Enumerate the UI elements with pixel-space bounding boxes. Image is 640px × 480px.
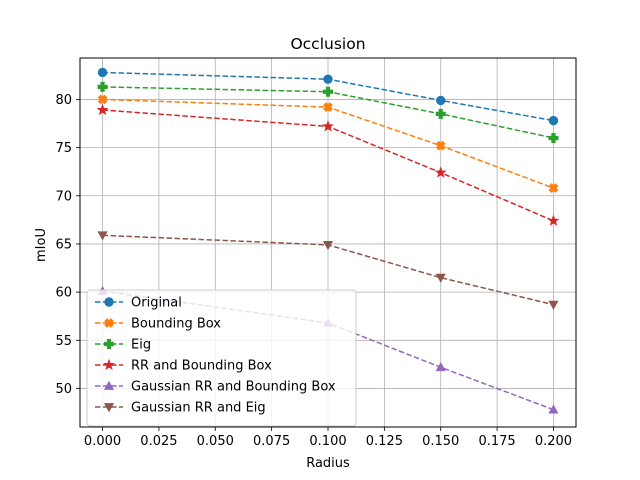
legend-marker: [104, 297, 114, 307]
data-point: [548, 183, 559, 193]
y-tick-label: 80: [55, 93, 72, 108]
series-gaussian-rr-and-eig: [97, 231, 559, 310]
series-eig: [97, 81, 559, 143]
x-tick-label: 0.175: [478, 434, 515, 449]
legend-label: Gaussian RR and Bounding Box: [131, 380, 336, 395]
y-tick-label: 60: [55, 286, 72, 301]
data-point: [547, 214, 560, 226]
y-axis-ticks: 50 55 60 65 70 75 80: [55, 93, 80, 397]
data-point: [323, 102, 333, 113]
legend-label: Original: [131, 296, 182, 311]
series-line: [102, 86, 554, 139]
x-tick-label: 0.025: [140, 434, 177, 449]
x-tick-label: 0.125: [366, 434, 403, 449]
y-tick-label: 75: [55, 141, 72, 156]
legend-label: Bounding Box: [131, 317, 221, 332]
legend-item: Eig: [95, 338, 151, 353]
series-line: [102, 71, 554, 122]
legend-item: Original: [95, 296, 182, 311]
data-point: [434, 166, 447, 178]
x-tick-label: 0.150: [422, 434, 459, 449]
legend-item: RR and Bounding Box: [95, 359, 272, 374]
x-tick-label: 0.200: [535, 434, 572, 449]
data-point: [548, 300, 559, 310]
y-tick-label: 50: [55, 382, 72, 397]
data-point: [435, 140, 446, 151]
legend-label: Eig: [131, 338, 151, 353]
data-point: [322, 241, 334, 251]
data-point: [97, 231, 108, 241]
data-point: [435, 362, 446, 372]
data-point: [435, 108, 446, 119]
data-point: [548, 132, 559, 143]
data-point: [96, 103, 109, 116]
legend-marker: [104, 318, 114, 328]
series-bounding-box: [97, 94, 559, 193]
y-tick-label: 65: [55, 237, 72, 252]
legend-label: Gaussian RR and Eig: [131, 401, 266, 416]
data-point: [322, 120, 334, 132]
x-tick-label: 0.075: [253, 434, 290, 449]
data-point: [436, 95, 446, 106]
legend-marker: [104, 339, 114, 349]
series-original: [97, 67, 559, 126]
series-line: [102, 234, 554, 306]
data-point: [97, 94, 108, 105]
y-tick-label: 70: [55, 189, 72, 204]
data-point: [548, 115, 559, 126]
legend-label: RR and Bounding Box: [131, 359, 272, 374]
x-tick-label: 0.050: [197, 434, 234, 449]
legend-marker: [103, 358, 115, 371]
legend-marker: [103, 380, 115, 390]
legend-item: Bounding Box: [95, 317, 221, 332]
x-axis-ticks: 0.000 0.025 0.050 0.075 0.100 0.125 0.150 0.175…: [84, 427, 572, 449]
y-axis-label: mIoU: [34, 228, 49, 262]
series-line: [102, 109, 554, 222]
data-point: [97, 81, 108, 92]
x-tick-label: 0.000: [84, 434, 121, 449]
legend-item: Gaussian RR and Bounding Box: [95, 380, 336, 395]
chart-title: Occlusion: [290, 35, 365, 53]
data-point: [97, 67, 108, 78]
legend-marker: [103, 403, 115, 413]
series-line: [102, 98, 554, 189]
legend: Original Bounding Box Eig RR and Bounding B…: [86, 289, 357, 427]
legend-item: Gaussian RR and Eig: [95, 401, 266, 416]
x-tick-label: 0.100: [309, 434, 346, 449]
series-rr-and-bounding-box: [96, 103, 560, 226]
data-point: [323, 86, 333, 97]
data-point: [323, 74, 333, 84]
data-point: [548, 404, 559, 414]
legend-box: [86, 289, 357, 427]
x-axis-label: Radius: [306, 456, 350, 471]
y-tick-label: 55: [55, 334, 72, 349]
data-point: [435, 273, 446, 283]
